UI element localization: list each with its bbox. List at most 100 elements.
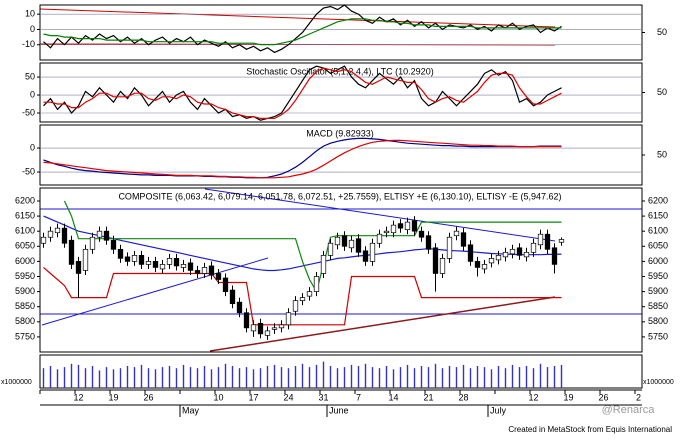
x-tick-label: 31 bbox=[318, 392, 328, 402]
panel-frame bbox=[39, 187, 643, 353]
candle-body bbox=[355, 238, 362, 253]
month-label: May bbox=[182, 405, 200, 415]
panel-frame bbox=[39, 354, 643, 389]
y-tick-label: 5900 bbox=[15, 286, 35, 296]
y-tick-label: 5850 bbox=[648, 301, 668, 311]
volume-bar bbox=[133, 367, 136, 388]
volume-bar bbox=[364, 363, 367, 388]
footer: Created in MetaStock from Equis Internat… bbox=[508, 425, 672, 434]
volume-bar bbox=[84, 368, 87, 388]
candle-body bbox=[446, 236, 453, 259]
volume-unit: x1000000 bbox=[643, 379, 674, 386]
volume-bar bbox=[175, 368, 178, 388]
candle-body bbox=[516, 247, 523, 256]
volume-bar bbox=[371, 367, 374, 388]
volume-bar bbox=[350, 364, 353, 388]
volume-bar bbox=[56, 369, 59, 388]
candle-body bbox=[96, 230, 103, 238]
volume-bar bbox=[476, 366, 479, 388]
candle-body bbox=[432, 247, 439, 274]
x-tick-label: 12 bbox=[528, 392, 538, 402]
y-tick-label: 5750 bbox=[15, 331, 35, 341]
y-tick-label: 5750 bbox=[648, 331, 668, 341]
y-tick-label: 6150 bbox=[648, 210, 668, 220]
volume-bar bbox=[63, 367, 66, 388]
candle-body bbox=[138, 255, 145, 265]
volume-bar bbox=[315, 364, 318, 388]
candle-body bbox=[320, 255, 327, 274]
volume-bar bbox=[280, 367, 283, 388]
volume-bar bbox=[455, 367, 458, 388]
volume-bar bbox=[378, 368, 381, 388]
volume-bar bbox=[210, 369, 213, 388]
y-tick-label: -50 bbox=[22, 166, 35, 176]
candle-body bbox=[523, 251, 530, 258]
candle-body bbox=[54, 227, 61, 234]
candle-body bbox=[404, 221, 411, 231]
volume-bar bbox=[322, 361, 325, 388]
y-tick-label: 5950 bbox=[15, 271, 35, 281]
candle-body bbox=[453, 230, 460, 237]
volume-bar bbox=[441, 368, 444, 388]
volume-bar bbox=[357, 366, 360, 388]
volume-bar bbox=[511, 364, 514, 388]
volume-bar bbox=[434, 363, 437, 388]
volume-bar bbox=[42, 368, 45, 388]
y-tick-label: 6200 bbox=[648, 195, 668, 205]
candle-body bbox=[334, 236, 341, 246]
volume-bar bbox=[392, 369, 395, 388]
candle-body bbox=[537, 233, 544, 246]
volume-bar bbox=[224, 363, 227, 388]
volume-bar bbox=[196, 368, 199, 388]
volume-bar bbox=[238, 368, 241, 388]
candle-body bbox=[467, 244, 474, 262]
volume-bar bbox=[329, 366, 332, 388]
y-tick-label: -10 bbox=[22, 39, 35, 49]
x-tick-label: 26 bbox=[143, 392, 153, 402]
candle-body bbox=[82, 248, 89, 271]
volume-bar bbox=[490, 369, 493, 388]
candle-body bbox=[61, 227, 68, 244]
candle-body bbox=[278, 324, 285, 329]
volume-bar bbox=[413, 368, 416, 388]
candle-body bbox=[201, 267, 208, 274]
y2-tick-label: 50 bbox=[657, 87, 667, 97]
volume-bar bbox=[406, 364, 409, 388]
volume-bar bbox=[546, 367, 549, 388]
x-tick-label: 19 bbox=[108, 392, 118, 402]
y-tick-label: 50 bbox=[25, 71, 35, 81]
candle-body bbox=[327, 242, 334, 256]
series-line bbox=[43, 139, 562, 179]
volume-bar bbox=[532, 368, 535, 388]
candle-body bbox=[131, 255, 138, 262]
candle-body bbox=[306, 291, 313, 297]
candle-body bbox=[68, 239, 75, 265]
volume-bar bbox=[336, 368, 339, 388]
panel-title: COMPOSITE (6,063.42, 6,079.14, 6,051.78,… bbox=[118, 191, 561, 201]
volume-bar bbox=[553, 366, 556, 388]
candle-body bbox=[124, 256, 131, 262]
candle-body bbox=[299, 297, 306, 302]
volume-bar bbox=[245, 367, 248, 388]
candle-body bbox=[243, 312, 250, 329]
candle-body bbox=[187, 262, 194, 271]
volume-bar bbox=[420, 366, 423, 388]
candle-body bbox=[558, 239, 565, 243]
candle-body bbox=[110, 239, 117, 250]
volume-bar bbox=[301, 363, 304, 388]
y-tick-label: -50 bbox=[22, 107, 35, 117]
volume-unit: x1000000 bbox=[1, 379, 32, 386]
x-tick-label: 10 bbox=[213, 392, 223, 402]
series-line bbox=[43, 137, 562, 179]
y-tick-label: 6000 bbox=[15, 256, 35, 266]
candle-body bbox=[285, 312, 292, 326]
candle-body bbox=[222, 277, 229, 292]
volume-bar bbox=[469, 368, 472, 388]
volume-bar bbox=[504, 368, 507, 388]
candle-body bbox=[75, 261, 82, 274]
volume-bar bbox=[77, 364, 80, 388]
volume-bar bbox=[168, 366, 171, 388]
candle-body bbox=[341, 235, 348, 247]
candle-body bbox=[411, 220, 418, 232]
